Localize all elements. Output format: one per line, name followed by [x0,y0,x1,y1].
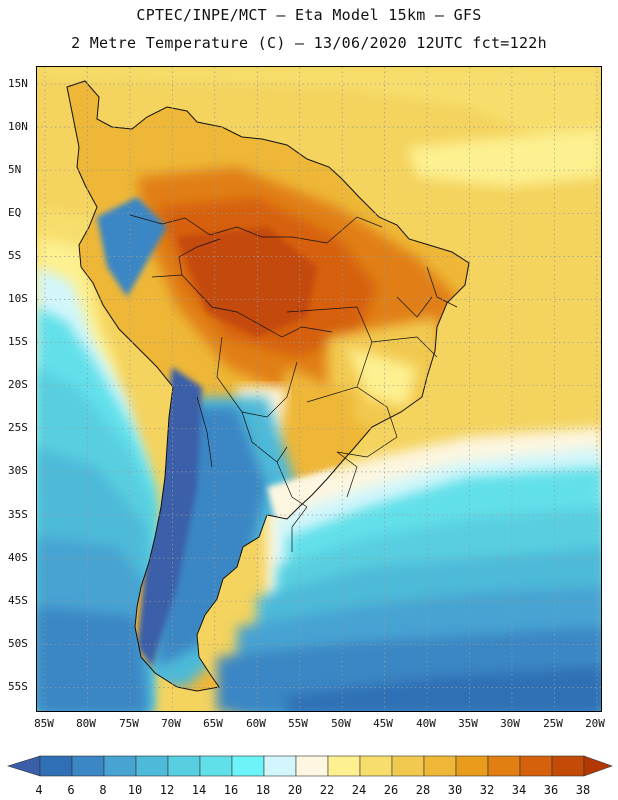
lat-label: 45S [8,594,28,607]
border-states-4 [336,451,358,498]
border-states-6 [426,266,458,308]
colorbar-arrow-left [6,755,41,777]
lat-label: 15N [8,77,28,90]
map-subtitle: 2 Metre Temperature (C) – 13/06/2020 12U… [71,34,547,52]
colorbar-label: 4 [35,783,43,797]
colorbar-segment [39,755,73,777]
colorbar-label: 6 [67,783,75,797]
colorbar-label: 34 [511,783,527,797]
border-states-3 [336,386,398,458]
ocean-band-atlantic-8 [287,667,601,711]
lat-label: 25S [8,421,28,434]
lon-label: 55W [288,717,308,730]
colorbar-label: 32 [479,783,495,797]
colorbar-label: 28 [415,783,431,797]
colorbar-segment [487,755,521,777]
map-panel [36,66,602,712]
border-guianas [326,216,383,244]
colorbar-label: 14 [191,783,207,797]
map-title: CPTEC/INPE/MCT – Eta Model 15km – GFS [136,6,482,24]
colorbar-segment [135,755,169,777]
amazon-core [177,227,317,337]
colorbar-label: 16 [223,783,239,797]
ocean-band-north [37,67,601,137]
lon-label: 75W [119,717,139,730]
border-chile-arg-n [196,396,213,468]
colorbar-label: 36 [543,783,559,797]
colorbar-label: 22 [319,783,335,797]
colorbar-label: 12 [159,783,175,797]
lon-label: 45W [373,717,393,730]
lon-label: 50W [331,717,351,730]
colorbar-label: 18 [255,783,271,797]
lon-label: 30W [500,717,520,730]
lat-label: 5S [8,249,22,262]
lon-label: 35W [458,717,478,730]
ocean-band-equatorial [407,127,601,187]
lon-label: 40W [416,717,436,730]
north-andes-cold [97,197,167,297]
lat-label: 5N [8,163,22,176]
colorbar-segment [455,755,489,777]
colorbar-label: 8 [99,783,107,797]
lon-label: 80W [76,717,96,730]
lon-label: 25W [543,717,563,730]
lon-label: 20W [585,717,605,730]
lat-label: 30S [8,464,28,477]
colorbar-segment [423,755,457,777]
lat-label: 10N [8,120,28,133]
lon-label: 65W [203,717,223,730]
colorbar-segment [359,755,393,777]
border-north [129,214,328,244]
ocean-band-pacific-8 [37,607,147,711]
lat-label: 15S [8,335,28,348]
colorbar-segment [519,755,553,777]
border-uruguay [291,506,308,552]
border-colombia [178,238,221,276]
lon-label: 85W [34,717,54,730]
lat-label: 50S [8,637,28,650]
lat-label: 35S [8,508,28,521]
colorbar-segment [231,755,265,777]
colorbar-label: 20 [287,783,303,797]
border-paraguay [241,411,288,463]
lon-label: 60W [246,717,266,730]
lat-label: 55S [8,680,28,693]
colorbar-segment [263,755,297,777]
andes-cold [137,367,202,667]
land-shading [97,167,457,687]
colorbar-segment [327,755,361,777]
colorbar-segment [167,755,201,777]
lat-label: 20S [8,378,28,391]
colorbar-label: 38 [575,783,591,797]
temperature-map [37,67,601,711]
border-bolivia [216,336,298,418]
colorbar-segment [551,755,585,777]
colorbar-label: 30 [447,783,463,797]
colorbar-segment [71,755,105,777]
minas-cool [347,347,417,407]
colorbar-segment [103,755,137,777]
lat-label: 10S [8,292,28,305]
lon-label: 70W [161,717,181,730]
colorbar [6,755,613,777]
colorbar-label: 24 [351,783,367,797]
border-states-2 [371,336,438,358]
lat-label: 40S [8,551,28,564]
colorbar-segment [295,755,329,777]
border-arg-brazil [276,461,308,508]
border-states-5 [396,296,433,318]
lat-label: EQ [8,206,22,219]
colorbar-arrow-right [583,755,613,777]
country-borders [129,214,458,552]
colorbar-segment [391,755,425,777]
colorbar-segment [199,755,233,777]
colorbar-label: 10 [127,783,143,797]
colorbar-label: 26 [383,783,399,797]
